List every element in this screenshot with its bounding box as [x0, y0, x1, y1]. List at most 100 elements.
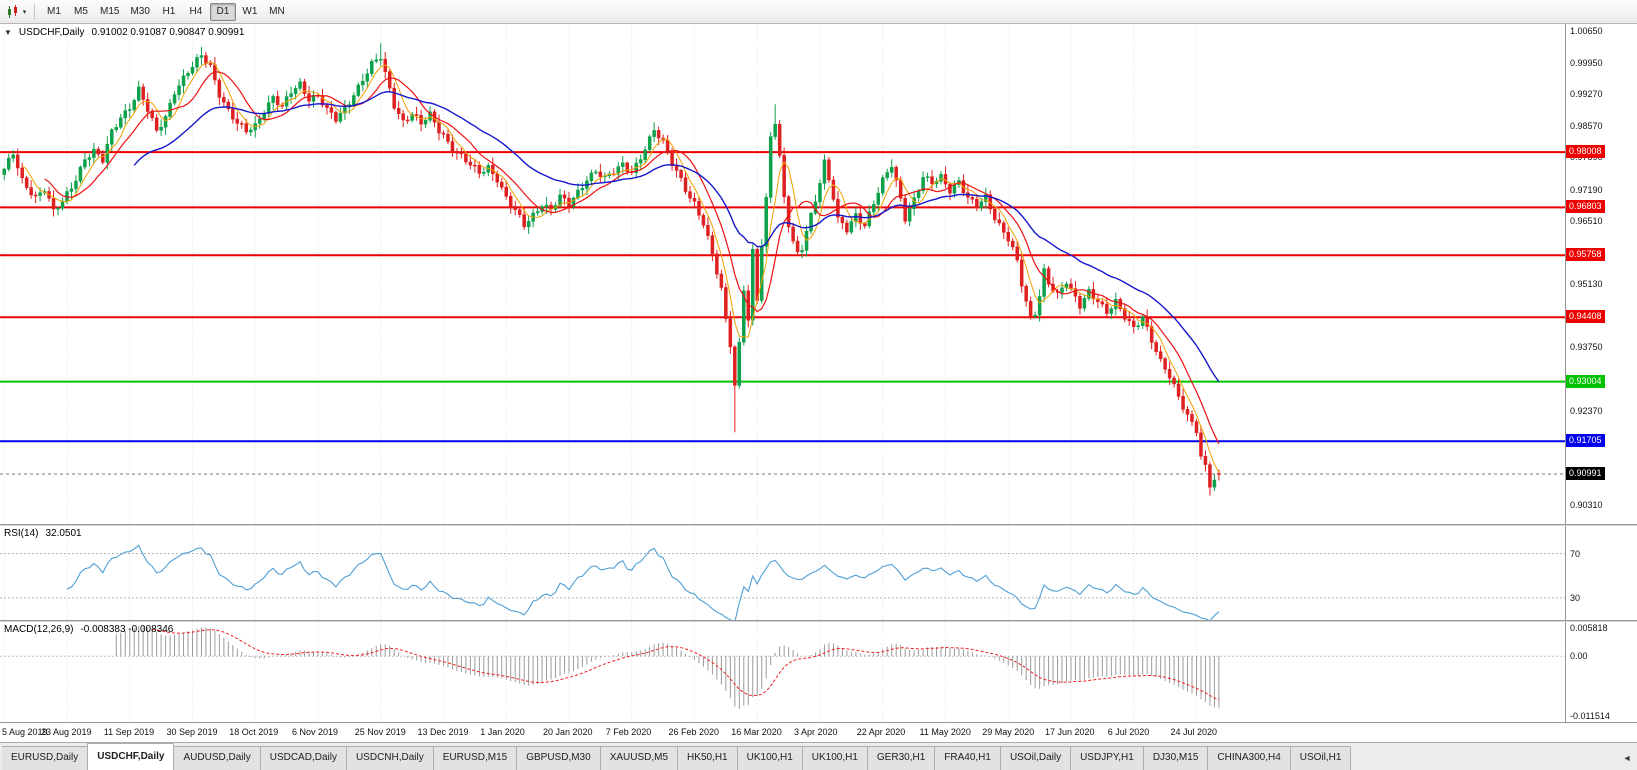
chart-tab-fra40-h1[interactable]: FRA40,H1: [934, 746, 1001, 770]
panel-divider[interactable]: [0, 620, 1637, 622]
macd-values: -0.008383 -0.008346: [80, 624, 174, 635]
timeframe-button-m30[interactable]: M30: [130, 5, 150, 17]
level-price-badge: 0.95758: [1566, 248, 1605, 262]
timeframe-buttons: M1 M5 M15 M30 H1 H4 D1 W1 MN: [41, 2, 290, 21]
chart-tab-gbpusd-m30[interactable]: GBPUSD,M30: [516, 746, 601, 770]
chart-tab-usoil-daily[interactable]: USOil,Daily: [999, 746, 1072, 770]
macd-indicator-panel: MACD(12,26,9) -0.008383 -0.008346 0.0058…: [0, 622, 1637, 722]
macd-axis[interactable]: 0.005818 0.00 -0.011514: [1565, 622, 1637, 722]
price-axis[interactable]: 1.006500.999500.992700.985700.978900.971…: [1565, 24, 1637, 524]
price-chart-canvas: [0, 24, 1565, 524]
chart-type-dropdown-icon: ▾: [22, 8, 27, 16]
rsi-label: RSI(14): [4, 528, 39, 539]
date-tick-label: 6 Jul 2020: [1107, 727, 1150, 737]
date-tick-label: 25 Nov 2019: [354, 727, 406, 737]
date-tick-label: 23 Aug 2019: [40, 727, 92, 737]
chart-ohlc-values: 0.91002 0.91087 0.90847 0.90991: [91, 27, 245, 38]
chart-tab-usdchf-daily[interactable]: USDCHF,Daily: [87, 743, 175, 770]
chart-tab-usoil-h1[interactable]: USOil,H1: [1289, 746, 1352, 770]
date-tick-label: 16 Mar 2020: [731, 727, 782, 737]
macd-axis-label: -0.011514: [1570, 711, 1610, 721]
date-tick-label: 13 Dec 2019: [417, 727, 469, 737]
rsi-level-label: 30: [1570, 592, 1581, 603]
chart-tab-china300-h4[interactable]: CHINA300,H4: [1207, 746, 1291, 770]
chart-tab-audusd-daily[interactable]: AUDUSD,Daily: [173, 746, 261, 770]
chart-tab-uk100-h1[interactable]: UK100,H1: [801, 746, 868, 770]
timeframe-button-h1[interactable]: H1: [162, 5, 176, 17]
chart-tab-hk50-h1[interactable]: HK50,H1: [677, 746, 738, 770]
level-price-badge: 0.91705: [1566, 434, 1605, 448]
macd-plot[interactable]: MACD(12,26,9) -0.008383 -0.008346: [0, 622, 1565, 722]
timeframe-button-w1[interactable]: W1: [242, 5, 258, 17]
date-tick-label: 26 Feb 2020: [668, 727, 720, 737]
price-tick-label: 0.99270: [1570, 89, 1603, 100]
price-chart-plot[interactable]: ▼ USDCHF,Daily 0.91002 0.91087 0.90847 0…: [0, 24, 1565, 524]
price-tick-label: 0.97190: [1570, 184, 1603, 195]
level-price-badge: 0.98008: [1566, 145, 1605, 159]
rsi-indicator-panel: RSI(14) 32.0501 70 30: [0, 526, 1637, 620]
chart-tab-eurusd-m15[interactable]: EURUSD,M15: [432, 746, 518, 770]
rsi-value: 32.0501: [45, 528, 82, 539]
price-tick-label: 0.99950: [1570, 57, 1603, 68]
date-tick-label: 3 Apr 2020: [793, 727, 838, 737]
date-tick-label: 17 Jun 2020: [1044, 727, 1095, 737]
chart-tab-ger30-h1[interactable]: GER30,H1: [866, 746, 936, 770]
macd-canvas: [0, 622, 1565, 722]
tab-scroll-left-icon[interactable]: ◄: [1622, 753, 1632, 763]
date-tick-label: 22 Apr 2020: [856, 727, 906, 737]
date-tick-label: 20 Jan 2020: [542, 727, 593, 737]
level-price-badge: 0.96803: [1566, 200, 1605, 214]
chart-tab-usdcnh-daily[interactable]: USDCNH,Daily: [345, 746, 434, 770]
price-tick-label: 0.95130: [1570, 279, 1603, 290]
chart-type-icon[interactable]: ▾: [4, 3, 28, 21]
chart-tab-usdcad-daily[interactable]: USDCAD,Daily: [259, 746, 347, 770]
chart-tab-eurusd-daily[interactable]: EURUSD,Daily: [2, 746, 89, 770]
price-tick-label: 0.98570: [1570, 121, 1603, 132]
price-tick-label: 0.96510: [1570, 215, 1603, 226]
chart-tab-dj30-m15[interactable]: DJ30,M15: [1142, 746, 1209, 770]
date-tick-label: 1 Jan 2020: [480, 727, 525, 737]
time-axis[interactable]: 5 Aug 2019 23 Aug 2019 11 Sep 2019 30 Sep 2…: [0, 722, 1637, 742]
macd-axis-label: 0.005818: [1570, 623, 1608, 633]
level-price-badge: 0.94408: [1566, 310, 1605, 324]
price-tick-label: 1.00650: [1570, 25, 1603, 36]
timeframe-button-m5[interactable]: M5: [74, 5, 88, 17]
rsi-level-label: 70: [1570, 548, 1581, 559]
macd-axis-label: 0.00: [1570, 651, 1588, 662]
rsi-title: RSI(14) 32.0501: [4, 528, 82, 539]
macd-label: MACD(12,26,9): [4, 624, 74, 635]
toolbar-separator: [34, 3, 35, 20]
date-tick-label: 6 Nov 2019: [291, 727, 339, 737]
rsi-plot[interactable]: RSI(14) 32.0501: [0, 526, 1565, 620]
panel-divider[interactable]: [0, 524, 1637, 526]
date-tick-label: 7 Feb 2020: [605, 727, 652, 737]
chart-title: ▼ USDCHF,Daily 0.91002 0.91087 0.90847 0…: [4, 27, 244, 38]
collapse-arrow-icon[interactable]: ▼: [4, 28, 12, 37]
rsi-canvas: [0, 526, 1565, 620]
chart-tab-uk100-h1[interactable]: UK100,H1: [736, 746, 803, 770]
chart-tab-xauusd-m5[interactable]: XAUUSD,M5: [599, 746, 679, 770]
price-chart-panel: ▼ USDCHF,Daily 0.91002 0.91087 0.90847 0…: [0, 24, 1637, 524]
timeframe-toolbar: ▾ M1 M5 M15 M30 H1 H4 D1 W1 MN: [0, 0, 1637, 24]
date-tick-label: 18 Oct 2019: [229, 727, 279, 737]
chart-tab-usdjpy-h1[interactable]: USDJPY,H1: [1070, 746, 1144, 770]
timeframe-button-m1[interactable]: M1: [47, 5, 61, 17]
chart-symbol-period: USDCHF,Daily: [18, 27, 85, 38]
timeframe-button-mn[interactable]: MN: [269, 5, 285, 17]
price-tick-label: 0.90310: [1570, 500, 1603, 511]
timeframe-button-m15[interactable]: M15: [100, 5, 120, 17]
level-price-badge: 0.93004: [1566, 374, 1605, 388]
date-tick-label: 5 Aug 2019: [2, 727, 48, 737]
date-tick-label: 24 Jul 2020: [1170, 727, 1218, 737]
rsi-axis[interactable]: 70 30: [1565, 526, 1637, 620]
timeframe-button-d1[interactable]: D1: [209, 2, 236, 21]
date-tick-label: 11 May 2020: [919, 727, 971, 737]
chart-tab-bar: EURUSD,Daily USDCHF,Daily AUDUSD,Daily USDC…: [0, 742, 1637, 770]
date-tick-label: 30 Sep 2019: [166, 727, 218, 737]
timeframe-button-h4[interactable]: H4: [189, 5, 203, 17]
chart-tabs: EURUSD,Daily USDCHF,Daily AUDUSD,Daily USDC…: [2, 743, 1617, 770]
price-tick-label: 0.93750: [1570, 342, 1603, 353]
date-tick-label: 11 Sep 2019: [103, 727, 155, 737]
current-price-badge: 0.90991: [1566, 466, 1605, 480]
